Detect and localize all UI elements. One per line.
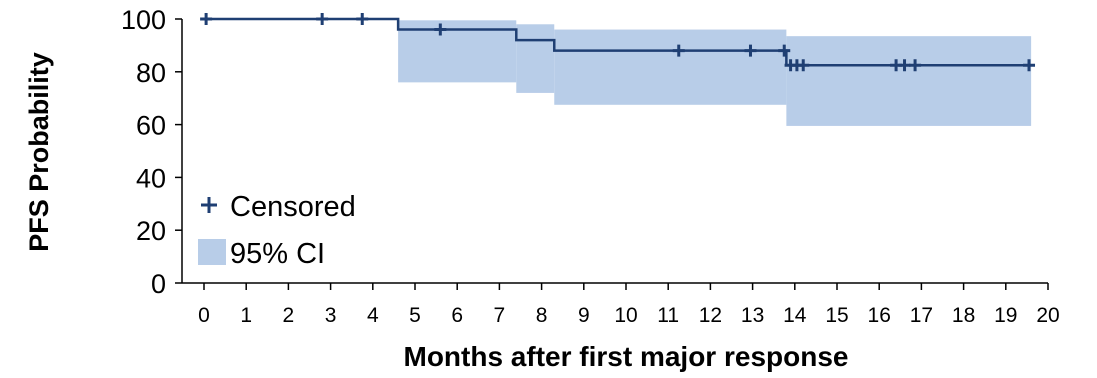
legend-censored-label: Censored — [230, 191, 356, 223]
x-tick-label: 9 — [578, 304, 590, 327]
y-tick-label: 0 — [151, 269, 166, 299]
survival-line-layer — [204, 17, 1032, 67]
censor-marker — [434, 23, 447, 36]
x-tick-label: 1 — [240, 304, 252, 327]
censor-marker — [200, 13, 213, 25]
y-tick-label: 100 — [121, 5, 166, 35]
x-tick-label: 4 — [367, 304, 379, 327]
y-tick-label: 40 — [136, 163, 166, 193]
x-tick-label: 18 — [952, 304, 975, 327]
y-tick-label: 80 — [136, 58, 166, 88]
x-tick-label: 13 — [741, 304, 764, 327]
x-tick-label: 8 — [536, 304, 548, 327]
ci-band-segment — [786, 36, 1032, 126]
censor-marker — [898, 59, 911, 72]
ci-band-segment — [516, 24, 555, 93]
legend-censored: Censored — [201, 191, 356, 223]
legend-censored-marker — [201, 197, 217, 213]
x-tick-label: 20 — [1036, 304, 1059, 327]
ci-band-layer — [398, 20, 1032, 126]
y-tick-label: 60 — [136, 111, 166, 141]
x-tick-label: 0 — [198, 304, 210, 327]
y-axis-title: PFS Probability — [24, 52, 54, 252]
legend-ci-label: 95% CI — [230, 238, 325, 270]
x-tick-label: 10 — [614, 304, 637, 327]
censor-marker — [797, 59, 810, 72]
legend-ci: 95% CI — [198, 238, 325, 270]
x-tick-label: 19 — [994, 304, 1017, 327]
x-tick-label: 2 — [283, 304, 295, 327]
x-tick-label: 6 — [451, 304, 463, 327]
x-tick-label: 14 — [783, 304, 807, 327]
x-tick-label: 12 — [699, 304, 722, 327]
censor-marker — [909, 59, 922, 72]
x-tick-label: 7 — [494, 304, 506, 327]
censor-marker — [316, 13, 329, 25]
x-tick-label: 3 — [325, 304, 337, 327]
x-tick-label: 11 — [657, 304, 679, 327]
ci-band-segment — [554, 29, 787, 105]
censor-marker — [672, 44, 685, 57]
x-tick-label: 5 — [409, 304, 421, 327]
x-tick-label: 16 — [868, 304, 891, 327]
x-tick-label: 15 — [825, 304, 848, 327]
censor-marker — [1023, 59, 1036, 72]
legend-ci-swatch — [198, 239, 226, 265]
x-axis-title: Months after first major response — [404, 341, 849, 372]
survival-step-line — [204, 17, 1032, 67]
censor-marker — [356, 13, 369, 25]
x-tick-label: 17 — [910, 304, 933, 327]
censor-marker — [778, 44, 791, 57]
y-tick-label: 20 — [136, 216, 166, 246]
censor-marker — [744, 44, 757, 57]
censor-marker-layer — [200, 13, 1036, 72]
legend: Censored 95% CI — [198, 191, 356, 270]
